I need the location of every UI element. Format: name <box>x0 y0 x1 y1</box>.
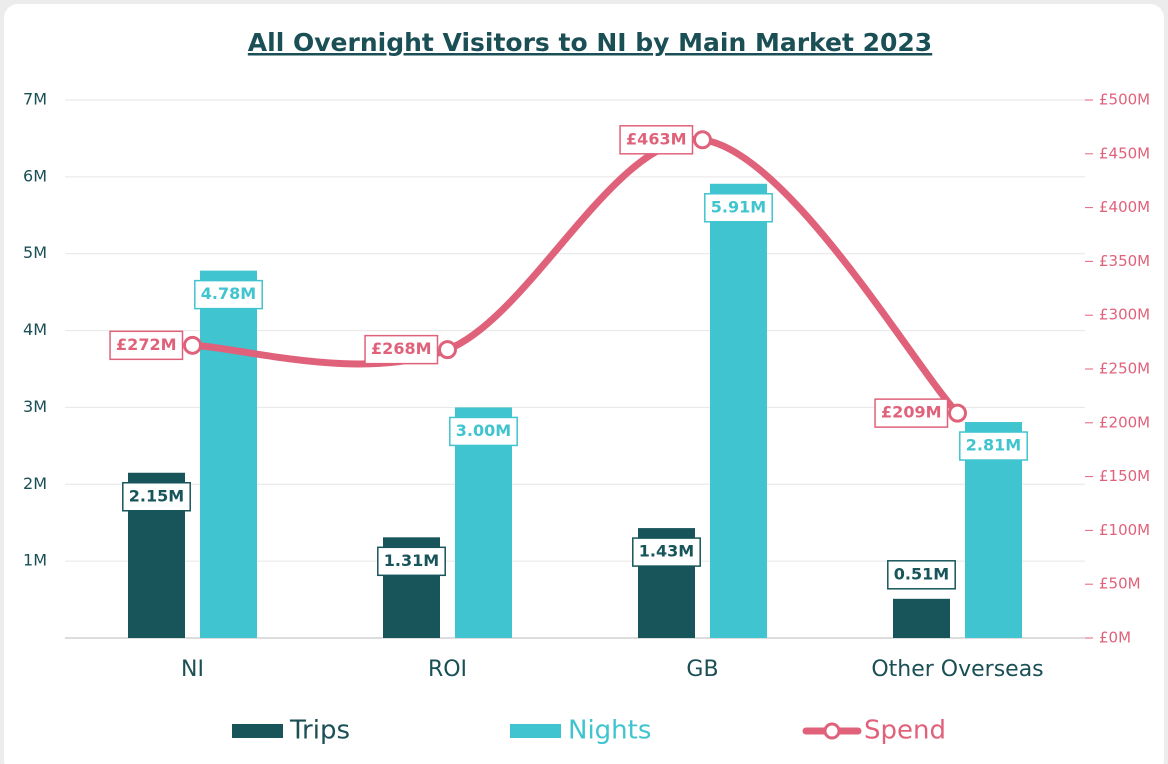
legend-swatch <box>232 724 283 738</box>
x-tick-label: Other Overseas <box>871 657 1043 682</box>
y-tick-label: 1M <box>23 551 47 570</box>
data-label: 1.31M <box>384 551 439 570</box>
data-label: 4.78M <box>201 284 256 303</box>
y2-tick-label: £150M <box>1099 467 1150 485</box>
data-label: 1.43M <box>639 542 694 561</box>
y2-tick-label: £50M <box>1099 575 1141 593</box>
data-label-box <box>632 537 701 567</box>
y2-tick-label: £250M <box>1099 360 1150 378</box>
data-label-box <box>959 431 1028 461</box>
y2-tick-label: £500M <box>1099 91 1150 109</box>
x-tick-label: NI <box>181 657 204 682</box>
data-label-box <box>449 416 518 447</box>
spend-point <box>948 403 967 423</box>
legend-swatch <box>823 722 841 740</box>
data-label-box <box>704 193 773 223</box>
data-label-box <box>887 560 956 590</box>
spend-point <box>183 335 202 355</box>
data-label: £463M <box>626 129 686 148</box>
data-label-box <box>109 330 184 361</box>
y-tick-label: 4M <box>23 320 47 339</box>
data-label: 5.91M <box>711 197 766 216</box>
y2-tick-label: £400M <box>1099 198 1150 216</box>
bar <box>893 598 950 638</box>
y2-tick-label: £100M <box>1099 521 1150 539</box>
data-label-box <box>364 334 439 365</box>
data-label-box <box>377 546 446 577</box>
legend-label: Spend <box>864 716 946 746</box>
y-tick-label: 6M <box>23 166 47 185</box>
spend-point <box>438 340 457 360</box>
y2-tick-label: £300M <box>1099 306 1150 324</box>
chart-title: All Overnight Visitors to NI by Main Mar… <box>248 28 932 57</box>
data-label: 2.81M <box>966 436 1021 455</box>
y2-tick-label: £450M <box>1099 144 1150 162</box>
data-label-box <box>874 398 949 428</box>
bar <box>200 270 257 638</box>
x-tick-label: GB <box>686 657 718 682</box>
x-tick-label: ROI <box>428 657 467 682</box>
y2-tick-label: £0M <box>1099 629 1131 647</box>
y-tick-label: 5M <box>23 243 47 262</box>
data-label: 2.15M <box>129 486 184 505</box>
card <box>4 4 1164 764</box>
legend-swatch <box>510 724 561 738</box>
data-label-box <box>194 279 263 310</box>
y-tick-label: 3M <box>23 397 47 416</box>
data-label-box <box>122 482 191 512</box>
y-tick-label: 2M <box>23 474 47 493</box>
data-label: £268M <box>371 339 431 358</box>
data-label: 0.51M <box>894 564 949 583</box>
data-label-box <box>619 125 694 155</box>
data-label: 3.00M <box>456 421 511 440</box>
y2-tick-label: £200M <box>1099 413 1150 431</box>
spend-point <box>693 130 712 150</box>
data-label: £209M <box>881 403 941 422</box>
spend-line <box>189 136 961 417</box>
y-tick-label: 7M <box>23 90 47 109</box>
data-label: £272M <box>116 335 176 354</box>
y2-tick-label: £350M <box>1099 252 1150 270</box>
legend-label: Nights <box>568 716 651 746</box>
bar <box>710 183 767 638</box>
legend-label: Trips <box>289 716 350 746</box>
